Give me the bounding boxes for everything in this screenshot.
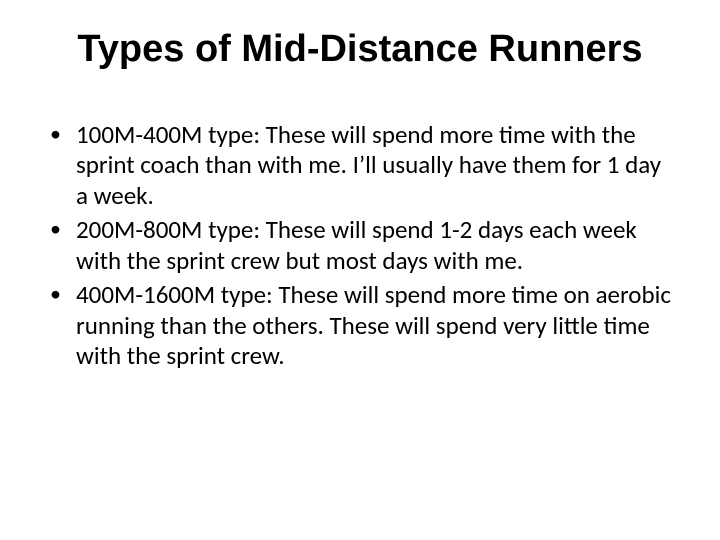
list-item: 100M-400M type: These will spend more ti… [48, 120, 672, 212]
list-item: 200M-800M type: These will spend 1-2 day… [48, 215, 672, 276]
slide-title: Types of Mid-Distance Runners [48, 28, 672, 72]
list-item: 400M-1600M type: These will spend more t… [48, 280, 672, 372]
slide: Types of Mid-Distance Runners 100M-400M … [0, 0, 720, 540]
bullet-list: 100M-400M type: These will spend more ti… [48, 120, 672, 372]
